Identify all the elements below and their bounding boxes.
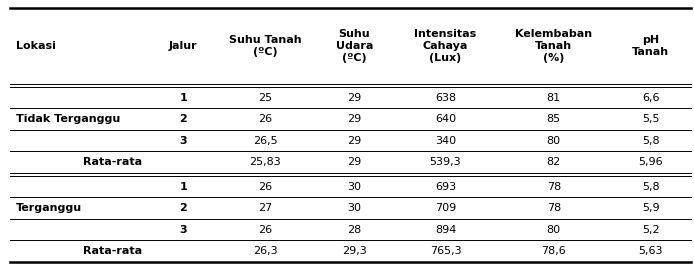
Text: 5,5: 5,5 [642,114,659,124]
Text: 27: 27 [258,203,272,213]
Text: 2: 2 [180,203,187,213]
Text: 30: 30 [347,203,362,213]
Text: 26: 26 [258,225,272,235]
Text: 3: 3 [180,225,187,235]
Text: Lokasi: Lokasi [16,41,56,51]
Text: 82: 82 [547,157,561,167]
Text: Terganggu: Terganggu [16,203,82,213]
Text: 25,83: 25,83 [249,157,281,167]
Text: 85: 85 [547,114,561,124]
Text: 25: 25 [258,93,272,103]
Text: 26: 26 [258,182,272,192]
Text: 26: 26 [258,114,272,124]
Text: 693: 693 [435,182,456,192]
Text: 5,96: 5,96 [638,157,663,167]
Text: 80: 80 [547,225,561,235]
Text: Kelembaban
Tanah
(%): Kelembaban Tanah (%) [515,29,592,63]
Text: 1: 1 [180,93,187,103]
Text: 26,5: 26,5 [253,136,278,146]
Text: 29: 29 [347,93,362,103]
Text: 640: 640 [435,114,456,124]
Text: 29: 29 [347,157,362,167]
Text: 5,8: 5,8 [642,182,659,192]
Text: 26,3: 26,3 [253,246,278,256]
Text: Jalur: Jalur [169,41,198,51]
Text: 709: 709 [435,203,456,213]
Text: 1: 1 [180,182,187,192]
Text: Suhu
Udara
(ºC): Suhu Udara (ºC) [336,29,373,63]
Text: Rata-rata: Rata-rata [83,246,142,256]
Text: 5,8: 5,8 [642,136,659,146]
Text: pH
Tanah: pH Tanah [632,35,669,57]
Text: 29,3: 29,3 [342,246,366,256]
Text: Suhu Tanah
(ºC): Suhu Tanah (ºC) [228,35,301,57]
Text: 30: 30 [347,182,362,192]
Text: Intensitas
Cahaya
(Lux): Intensitas Cahaya (Lux) [414,29,477,63]
Text: 5,63: 5,63 [638,246,663,256]
Text: 80: 80 [547,136,561,146]
Text: 638: 638 [435,93,456,103]
Text: 6,6: 6,6 [642,93,659,103]
Text: 539,3: 539,3 [430,157,462,167]
Text: 5,2: 5,2 [642,225,659,235]
Text: 340: 340 [435,136,456,146]
Text: 78: 78 [547,182,561,192]
Text: 78: 78 [547,203,561,213]
Text: 29: 29 [347,136,362,146]
Text: Tidak Terganggu: Tidak Terganggu [16,114,120,124]
Text: 765,3: 765,3 [430,246,462,256]
Text: 29: 29 [347,114,362,124]
Text: 81: 81 [547,93,561,103]
Text: Rata-rata: Rata-rata [83,157,142,167]
Text: 5,9: 5,9 [642,203,659,213]
Text: 3: 3 [180,136,187,146]
Text: 28: 28 [347,225,362,235]
Text: 78,6: 78,6 [541,246,566,256]
Text: 894: 894 [434,225,456,235]
Text: 2: 2 [180,114,187,124]
